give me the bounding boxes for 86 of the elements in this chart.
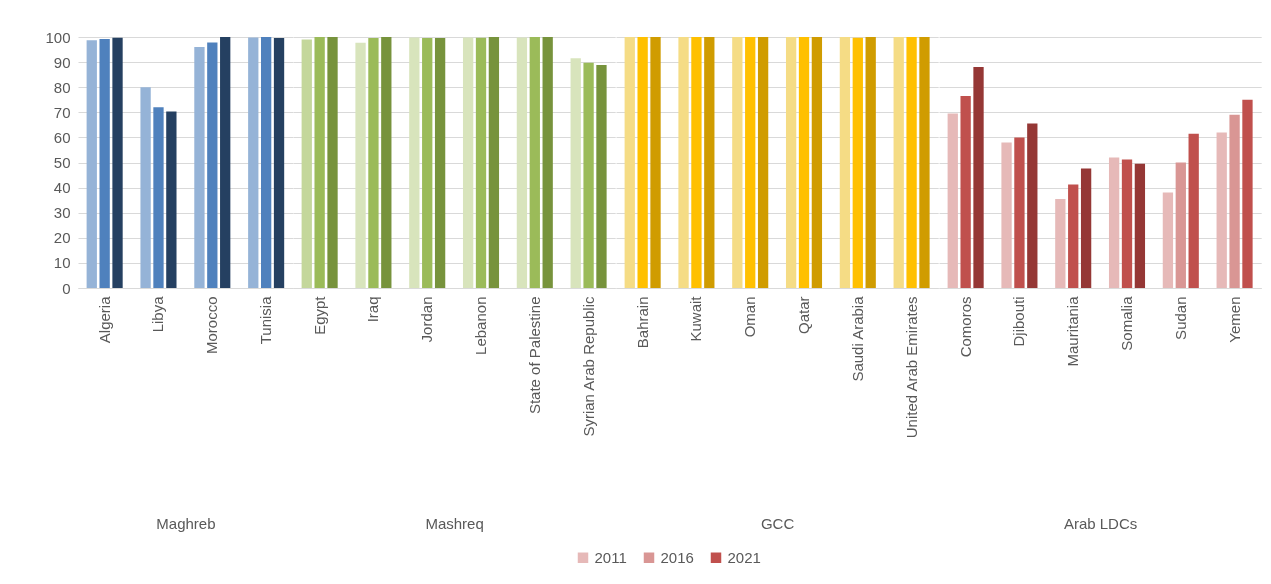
y-tick-label: 10 — [53, 254, 71, 272]
bar — [248, 37, 259, 288]
bar — [434, 38, 446, 288]
bar — [1162, 192, 1174, 288]
bar — [1080, 168, 1092, 288]
y-tick-label: 30 — [53, 204, 71, 222]
x-tick-label: Oman — [741, 296, 759, 338]
x-tick-label: Saudi Arabia — [848, 295, 866, 382]
y-tick-label: 20 — [53, 229, 71, 247]
legend-label: 2016 — [660, 548, 694, 566]
bar — [1216, 132, 1227, 288]
x-tick-label: Bahrain — [633, 296, 651, 349]
y-tick-label: 80 — [53, 78, 71, 96]
bar — [529, 37, 540, 288]
x-tick-label: Egypt — [310, 295, 328, 335]
bar — [960, 95, 971, 288]
bar — [327, 37, 338, 288]
bar — [194, 47, 205, 288]
bar — [542, 37, 553, 288]
bar — [153, 107, 164, 288]
bar — [112, 37, 123, 288]
bar — [947, 113, 958, 288]
x-tick-label: Mauritania — [1064, 295, 1082, 367]
bar — [381, 37, 392, 288]
bar — [220, 37, 231, 288]
x-tick-label: Iraq — [364, 296, 382, 323]
x-tick-label: Jordan — [418, 296, 436, 343]
x-tick-label: Sudan — [1171, 296, 1189, 340]
x-tick-label: Morocco — [203, 296, 221, 355]
bar — [86, 40, 97, 288]
x-tick-label: State of Palestine — [525, 296, 543, 415]
bar — [462, 37, 474, 288]
x-tick-label: Qatar — [794, 296, 812, 335]
bar — [1027, 123, 1038, 288]
x-tick-label: Tunisia — [257, 295, 275, 345]
x-tick-label: Algeria — [95, 295, 113, 344]
x-tick-label: Yemen — [1225, 296, 1243, 343]
bar — [1108, 157, 1120, 288]
bar — [1175, 162, 1186, 288]
y-tick-label: 0 — [62, 279, 71, 297]
bar — [1121, 159, 1133, 288]
x-tick-label: United Arab Emirates — [902, 296, 920, 439]
x-axis-title: Mashreq — [425, 514, 484, 532]
bar — [314, 37, 325, 288]
x-tick-label: Kuwait — [687, 295, 705, 342]
legend-label: 2011 — [594, 548, 627, 566]
bar — [596, 65, 607, 288]
bar — [583, 62, 594, 288]
y-tick-label: 60 — [53, 128, 71, 146]
y-tick-label: 70 — [53, 103, 71, 121]
bar — [261, 37, 272, 288]
bar — [516, 37, 528, 288]
bar — [1001, 142, 1012, 288]
bar — [488, 37, 500, 288]
x-tick-label: Djibouti — [1010, 296, 1028, 347]
bar — [1229, 114, 1240, 288]
bar — [1068, 184, 1079, 288]
x-tick-label: Libya — [149, 295, 167, 333]
x-tick-label: Lebanon — [471, 296, 489, 355]
bar — [368, 38, 379, 288]
x-axis-title: GCC — [760, 514, 795, 532]
x-tick-label: Somalia — [1117, 295, 1135, 351]
x-axis-title: Maghreb — [156, 514, 216, 532]
bar — [1055, 198, 1066, 288]
legend-label: 2021 — [727, 548, 761, 566]
x-axis-title: Arab LDCs — [1063, 514, 1138, 532]
bar — [99, 39, 110, 288]
bar — [422, 38, 433, 288]
bar — [140, 87, 151, 288]
bar — [1014, 137, 1025, 288]
bar — [301, 39, 312, 288]
bar — [207, 42, 218, 288]
y-tick-label: 100 — [45, 28, 71, 46]
bar — [273, 38, 285, 288]
bar — [166, 111, 177, 288]
bar — [475, 37, 487, 288]
y-tick-label: 90 — [53, 53, 71, 71]
bar — [409, 37, 420, 288]
y-tick-label: 50 — [53, 154, 71, 171]
bar — [355, 42, 366, 288]
x-tick-label: Comoros — [956, 296, 974, 358]
bar — [570, 58, 581, 288]
bar — [973, 67, 984, 288]
x-tick-label: Syrian Arab Republic — [579, 296, 597, 437]
y-tick-label: 40 — [53, 179, 71, 197]
bar — [1134, 163, 1146, 288]
